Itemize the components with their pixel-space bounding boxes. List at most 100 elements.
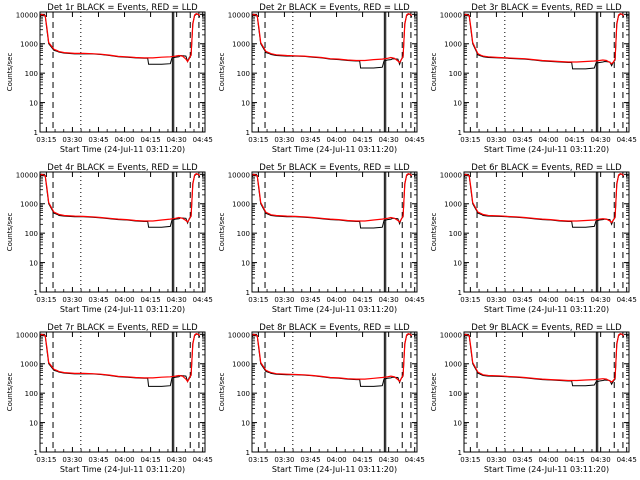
x-tick-label: 04:00	[114, 136, 134, 144]
x-tick-label: 04:15	[352, 136, 372, 144]
y-axis-label: Counts/sec	[218, 213, 226, 252]
x-tick-label: 03:30	[274, 136, 294, 144]
panel-title: Det 8r BLACK = Events, RED = LLD	[259, 323, 410, 333]
x-tick-label: 03:45	[88, 456, 108, 464]
x-tick-label: 04:45	[405, 456, 425, 464]
y-tick-label: 10000	[16, 331, 38, 339]
plot-frame	[39, 171, 206, 293]
panel-title: Det 1r BLACK = Events, RED = LLD	[47, 3, 198, 13]
y-tick-label: 1000	[232, 201, 250, 209]
x-tick-label: 03:45	[300, 456, 320, 464]
x-tick-label: 04:45	[405, 136, 425, 144]
x-tick-label: 04:00	[326, 136, 346, 144]
x-tick-label: 03:45	[88, 136, 108, 144]
y-tick-label: 10	[453, 420, 462, 428]
x-tick-label: 04:00	[326, 456, 346, 464]
x-tick-label: 04:45	[617, 296, 637, 304]
x-tick-label: 03:30	[62, 136, 82, 144]
y-tick-label: 100	[449, 70, 462, 78]
x-tick-label: 04:15	[564, 136, 584, 144]
plot-frame	[463, 171, 630, 293]
y-tick-label: 10	[29, 420, 38, 428]
y-tick-label: 1000	[444, 361, 462, 369]
detector-panel: Det 3r BLACK = Events, RED = LLD Counts/s…	[430, 3, 637, 154]
plot-area	[464, 12, 625, 132]
detector-panel: Det 7r BLACK = Events, RED = LLD Counts/s…	[6, 323, 213, 474]
x-tick-label: 03:45	[512, 296, 532, 304]
panel-title: Det 2r BLACK = Events, RED = LLD	[259, 3, 410, 13]
x-axis-label: Start Time (24-Jul-11 03:11:20)	[484, 145, 609, 154]
y-tick-label: 10000	[228, 11, 250, 19]
y-tick-label: 1000	[232, 41, 250, 49]
plot-area	[40, 332, 201, 452]
x-axis-label: Start Time (24-Jul-11 03:11:20)	[272, 305, 397, 314]
y-tick-label: 1000	[444, 41, 462, 49]
y-axis-label: Counts/sec	[6, 373, 14, 412]
x-axis-label: Start Time (24-Jul-11 03:11:20)	[60, 145, 185, 154]
y-tick-label: 10	[453, 100, 462, 108]
x-tick-label: 03:15	[36, 296, 56, 304]
y-axis-label: Counts/sec	[430, 53, 438, 92]
x-tick-label: 03:15	[248, 296, 268, 304]
x-axis-label: Start Time (24-Jul-11 03:11:20)	[484, 305, 609, 314]
plot-area	[252, 332, 413, 452]
detector-panel: Det 8r BLACK = Events, RED = LLD Counts/s…	[218, 323, 425, 474]
lld-series-line	[252, 13, 413, 64]
x-tick-label: 04:30	[167, 136, 187, 144]
panel-title: Det 7r BLACK = Events, RED = LLD	[47, 323, 198, 333]
y-tick-label: 1000	[232, 361, 250, 369]
x-tick-label: 04:45	[193, 136, 213, 144]
x-tick-label: 04:15	[140, 296, 160, 304]
x-tick-label: 04:15	[140, 456, 160, 464]
y-tick-label: 100	[237, 70, 250, 78]
y-tick-label: 1000	[20, 361, 38, 369]
y-tick-label: 1	[458, 289, 462, 297]
x-tick-label: 03:15	[36, 456, 56, 464]
panel-title: Det 6r BLACK = Events, RED = LLD	[471, 163, 622, 173]
x-tick-label: 03:15	[248, 136, 268, 144]
panel-title: Det 5r BLACK = Events, RED = LLD	[259, 163, 410, 173]
x-axis-label: Start Time (24-Jul-11 03:11:20)	[484, 465, 609, 474]
y-tick-label: 1000	[444, 201, 462, 209]
y-tick-label: 1	[458, 129, 462, 137]
y-tick-label: 10000	[228, 171, 250, 179]
y-tick-label: 10	[241, 260, 250, 268]
x-tick-label: 04:00	[538, 456, 558, 464]
y-tick-label: 100	[449, 230, 462, 238]
x-tick-label: 04:00	[114, 456, 134, 464]
plot-area	[252, 172, 413, 292]
y-tick-label: 1000	[20, 201, 38, 209]
plot-frame	[251, 171, 418, 293]
y-tick-label: 100	[237, 390, 250, 398]
lld-series-line	[464, 13, 625, 65]
x-tick-label: 04:15	[352, 456, 372, 464]
y-tick-label: 100	[25, 230, 38, 238]
detector-panel: Det 1r BLACK = Events, RED = LLD Counts/s…	[6, 3, 213, 154]
y-axis-label: Counts/sec	[6, 53, 14, 92]
y-tick-label: 10	[29, 260, 38, 268]
y-axis-label: Counts/sec	[218, 53, 226, 92]
y-tick-label: 1	[34, 289, 38, 297]
x-tick-label: 04:30	[591, 456, 611, 464]
panel-title: Det 4r BLACK = Events, RED = LLD	[47, 163, 198, 173]
y-tick-label: 1000	[20, 41, 38, 49]
x-tick-label: 03:15	[460, 136, 480, 144]
y-tick-label: 100	[25, 390, 38, 398]
plot-frame	[463, 11, 630, 133]
plot-area	[252, 12, 413, 132]
lld-series-line	[40, 13, 201, 63]
x-tick-label: 03:15	[36, 136, 56, 144]
y-axis-label: Counts/sec	[218, 373, 226, 412]
y-tick-label: 10	[241, 420, 250, 428]
x-tick-label: 04:00	[538, 136, 558, 144]
y-tick-label: 1	[246, 449, 250, 457]
x-tick-label: 04:30	[167, 296, 187, 304]
x-tick-label: 04:45	[193, 456, 213, 464]
plot-area	[464, 172, 625, 292]
x-tick-label: 04:30	[379, 296, 399, 304]
x-axis-label: Start Time (24-Jul-11 03:11:20)	[60, 305, 185, 314]
x-tick-label: 03:15	[460, 296, 480, 304]
lld-series-line	[40, 333, 201, 383]
y-tick-label: 10	[241, 100, 250, 108]
plot-frame	[251, 11, 418, 133]
